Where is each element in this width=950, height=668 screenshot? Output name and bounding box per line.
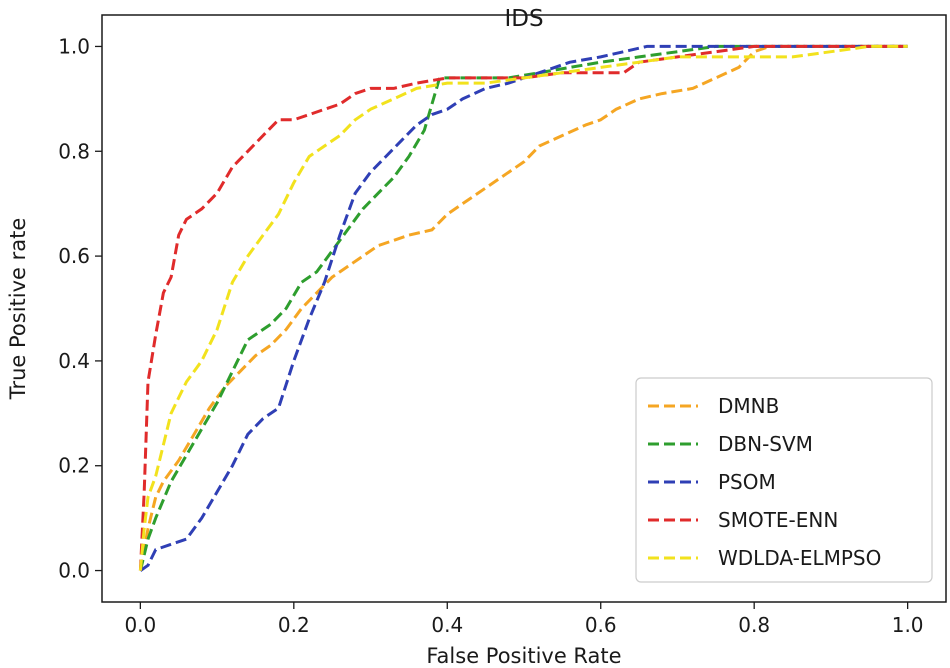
legend-label: PSOM	[718, 470, 776, 494]
y-axis-title: True Positive rate	[6, 218, 30, 401]
x-tick-label: 0.6	[585, 613, 617, 637]
plot-frame	[101, 14, 947, 603]
series-line-psom	[139, 44, 908, 572]
x-axis-title: False Positive Rate	[426, 644, 621, 668]
legend-label: DMNB	[718, 394, 779, 418]
y-tick-label: 0.2	[58, 454, 90, 478]
series-line-dbn-svm	[138, 44, 908, 571]
y-tick-label: 1.0	[58, 34, 90, 58]
y-tick-label: 0.6	[58, 244, 90, 268]
legend-label: DBN-SVM	[718, 432, 813, 456]
x-tick-label: 0.8	[738, 613, 770, 637]
legend-box	[635, 377, 933, 583]
x-tick-label: 1.0	[892, 613, 924, 637]
legend-label: WDLDA-ELMPSO	[718, 546, 881, 570]
series-line-smote-enn	[138, 44, 908, 571]
series-line-wdlda-elmpso	[138, 44, 908, 571]
plot-lines	[138, 44, 908, 572]
x-tick-label: 0.0	[124, 613, 156, 637]
y-axis: 0.0 0.2 0.4 0.6 0.8 1.0	[58, 34, 102, 583]
x-axis: 0.0 0.2 0.4 0.6 0.8 1.0	[124, 602, 924, 637]
y-tick-label: 0.0	[58, 559, 90, 583]
x-tick-label: 0.2	[278, 613, 310, 637]
y-tick-label: 0.8	[58, 139, 90, 163]
chart-title: IDS	[504, 6, 543, 32]
legend-label: SMOTE-ENN	[718, 508, 838, 532]
legend: DMNB DBN-SVM PSOM SMOTE-ENN WDLDA-ELMPSO	[635, 377, 933, 583]
y-tick-label: 0.4	[58, 349, 90, 373]
x-tick-label: 0.4	[431, 613, 463, 637]
